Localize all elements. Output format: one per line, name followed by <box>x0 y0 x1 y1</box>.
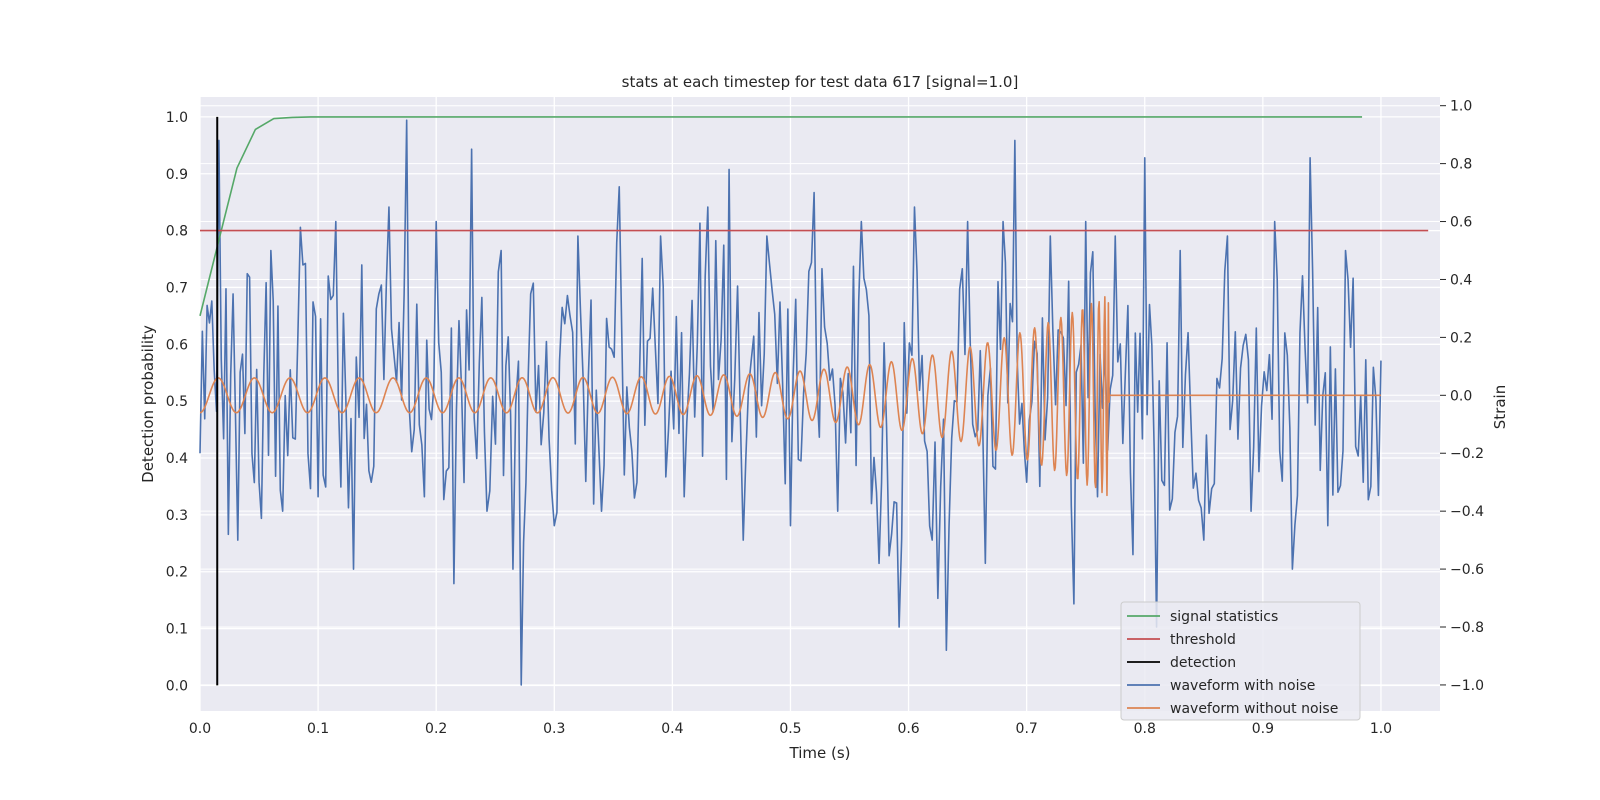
y-right-tick-label: −0.4 <box>1450 504 1484 520</box>
y-right-tick-label: −1.0 <box>1450 678 1484 694</box>
legend: signal statistics threshold detection wa… <box>1120 601 1361 721</box>
x-tick-label: 0.7 <box>1016 721 1038 737</box>
x-tick-label: 0.0 <box>189 721 211 737</box>
series-line-waveform-without-noise <box>199 296 1381 497</box>
legend-label-threshold: threshold <box>1170 632 1236 648</box>
y-tick-label: 0.8 <box>166 224 188 240</box>
chart-title: stats at each timestep for test data 617… <box>622 73 1019 91</box>
y-right-tick-label: 0.8 <box>1450 157 1472 173</box>
y-tick-label: 0.0 <box>166 678 188 694</box>
x-tick-label: 1.0 <box>1370 721 1392 737</box>
x-tick-label: 0.1 <box>307 721 329 737</box>
series-layer <box>199 116 1429 686</box>
x-tick-label: 0.4 <box>661 721 683 737</box>
y-right-tick-label: 1.0 <box>1450 99 1472 115</box>
y-right-tick-label: 0.2 <box>1450 330 1472 346</box>
ticks: 0.0 0.1 0.2 0.3 0.4 0.5 0.6 0.7 0.8 0.9 1.0 0.0 0.1 0… <box>166 99 1484 737</box>
x-tick-label: 0.5 <box>779 721 801 737</box>
x-tick-label: 0.3 <box>543 721 565 737</box>
y-tick-label: 0.9 <box>166 167 188 183</box>
legend-label-signal-statistics: signal statistics <box>1170 609 1278 625</box>
y-right-tick-label: −0.8 <box>1450 620 1484 636</box>
y-tick-label: 0.4 <box>166 451 188 467</box>
y-right-tick-label: −0.6 <box>1450 562 1484 578</box>
legend-label-detection: detection <box>1170 655 1236 671</box>
x-axis-label: Time (s) <box>789 744 851 762</box>
y-tick-label: 1.0 <box>166 110 188 126</box>
x-tick-label: 0.6 <box>897 721 919 737</box>
x-tick-label: 0.2 <box>425 721 447 737</box>
y-tick-label: 0.7 <box>166 280 188 296</box>
x-tick-label: 0.8 <box>1134 721 1156 737</box>
legend-box <box>1120 601 1361 721</box>
y-axis-label-right: Strain <box>1491 385 1509 429</box>
y-tick-label: 0.1 <box>166 622 188 638</box>
y-tick-label: 0.5 <box>166 394 188 410</box>
y-tick-label: 0.6 <box>166 337 188 353</box>
y-tick-label: 0.2 <box>166 565 188 581</box>
y-right-tick-label: 0.6 <box>1450 215 1472 231</box>
y-tick-label: 0.3 <box>166 508 188 524</box>
y-right-tick-label: 0.0 <box>1450 388 1472 404</box>
x-tick-label: 0.9 <box>1252 721 1274 737</box>
legend-label-waveform-with-noise: waveform with noise <box>1170 678 1315 694</box>
y-right-tick-label: 0.4 <box>1450 272 1472 288</box>
y-right-tick-label: −0.2 <box>1450 446 1484 462</box>
series-line-signal-statistics <box>199 116 1363 317</box>
legend-label-waveform-without-noise: waveform without noise <box>1170 701 1338 717</box>
y-axis-label: Detection probability <box>139 325 157 483</box>
